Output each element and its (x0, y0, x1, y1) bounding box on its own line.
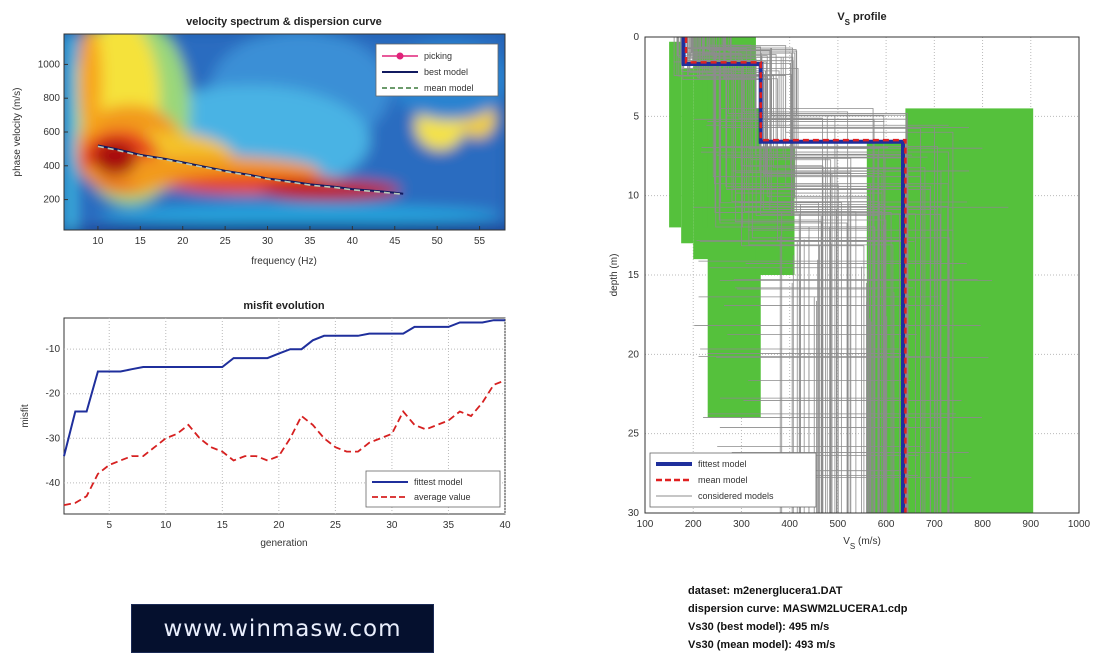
velocity-bounds-area (669, 37, 1034, 513)
spectrum-x-axis-label: frequency (Hz) (251, 256, 317, 267)
info-dataset: dataset: m2energlucera1.DAT (688, 585, 843, 597)
velocity-spectrum-chart: velocity spectrum & dispersion curve (12, 16, 506, 267)
spectrum-title: velocity spectrum & dispersion curve (186, 16, 382, 28)
vs-y-tick-label: 30 (628, 508, 640, 519)
misfit-y-tick-label: -40 (46, 478, 61, 489)
misfit-evolution-chart: misfit evolution 5 10 15 20 25 30 35 40 -10 -20 -3… (20, 300, 511, 549)
logo-text: www.winmasw.com (163, 615, 402, 642)
mean-model-curve (97, 145, 404, 196)
vs-title: VS profile (837, 11, 886, 27)
bound-band (905, 108, 1034, 513)
spectrum-y-tick-label: 600 (43, 127, 60, 138)
legend-mean-model: mean model (424, 83, 474, 93)
spectrum-x-tick-label: 50 (432, 236, 444, 247)
vs-y-tick-label: 15 (628, 270, 640, 281)
bound-band (669, 41, 682, 228)
misfit-x-tick-label: 30 (386, 520, 398, 531)
vs-y-tick-label: 0 (633, 32, 639, 43)
spectrum-x-tick-label: 20 (177, 236, 189, 247)
vs-x-tick-label: 900 (1022, 519, 1039, 530)
misfit-y-tick-label: -30 (46, 433, 61, 444)
legend-vs-considered: considered models (698, 491, 774, 501)
misfit-y-tick-label: -20 (46, 389, 61, 400)
misfit-x-tick-label: 15 (217, 520, 229, 531)
info-vs30-best: Vs30 (best model): 495 m/s (688, 621, 830, 633)
spectrum-y-tick-label: 1000 (38, 59, 61, 70)
average-value-line (63, 379, 506, 506)
spectrum-x-tick-label: 15 (135, 236, 147, 247)
misfit-x-tick-label: 10 (160, 520, 172, 531)
misfit-x-axis-label: generation (260, 538, 307, 549)
misfit-x-tick-label: 35 (443, 520, 455, 531)
spectrum-legend: picking best model mean model (375, 43, 499, 97)
vs-y-tick-label: 25 (628, 429, 640, 440)
misfit-x-tick-label: 5 (106, 520, 112, 531)
winmasw-logo: www.winmasw.com (131, 604, 434, 653)
spectrum-x-tick-label: 55 (474, 236, 486, 247)
spectrum-x-tick-label: 25 (220, 236, 232, 247)
considered-models-lines (673, 37, 1009, 513)
spectrum-x-tick-label: 30 (262, 236, 274, 247)
bound-band (681, 68, 694, 244)
spectrum-y-tick-label: 800 (43, 93, 60, 104)
misfit-x-tick-label: 25 (330, 520, 342, 531)
bound-band (702, 68, 708, 228)
legend-vs-mean: mean model (698, 475, 748, 485)
spectrum-x-tick-label: 10 (92, 236, 104, 247)
vs-y-tick-label: 10 (628, 191, 640, 202)
legend-average-value: average value (414, 492, 471, 502)
info-dispersion-curve: dispersion curve: MASWM2LUCERA1.cdp (688, 603, 908, 615)
misfit-x-tick-label: 40 (499, 520, 511, 531)
vs-x-axis-label: VS (m/s) (843, 536, 881, 551)
misfit-y-axis-label: misfit (20, 404, 31, 428)
info-vs30-mean: Vs30 (mean model): 493 m/s (688, 639, 836, 651)
vs-x-tick-label: 600 (878, 519, 895, 530)
vs-y-tick-label: 5 (633, 111, 639, 122)
spectrum-y-tick-label: 200 (43, 195, 60, 206)
legend-best-model: best model (424, 67, 468, 77)
vs-x-tick-label: 800 (974, 519, 991, 530)
dataset-info: dataset: m2energlucera1.DAT dispersion c… (688, 582, 907, 654)
vs-x-tick-label: 200 (685, 519, 702, 530)
misfit-x-tick-label: 20 (273, 520, 285, 531)
legend-vs-fittest: fittest model (698, 459, 747, 469)
vs-x-tick-label: 500 (830, 519, 847, 530)
spectrum-y-axis-label: phase velocity (m/s) (12, 88, 23, 177)
spectrum-x-tick-label: 45 (389, 236, 401, 247)
spectrum-x-tick-label: 40 (347, 236, 359, 247)
spectrum-y-tick-label: 400 (43, 161, 60, 172)
misfit-y-tick-label: -10 (46, 344, 61, 355)
misfit-title: misfit evolution (243, 300, 325, 312)
legend-fittest-model: fittest model (414, 477, 463, 487)
considered-model-line (673, 37, 1009, 513)
vs-profile-chart: VS profile 100 200 300 400 500 600 700 800 900 10… (609, 11, 1091, 551)
vs-x-tick-label: 1000 (1068, 519, 1091, 530)
vs-x-tick-label: 300 (733, 519, 750, 530)
mean-model-profile (684, 37, 907, 513)
misfit-legend: fittest model average value (365, 470, 501, 508)
vs-legend: fittest model mean model considered mode… (649, 452, 817, 508)
vs-x-tick-label: 700 (926, 519, 943, 530)
vs-x-tick-label: 400 (781, 519, 798, 530)
spectrum-x-tick-label: 35 (304, 236, 316, 247)
vs-y-axis-label: depth (m) (609, 254, 620, 297)
legend-picking: picking (424, 51, 452, 61)
fittest-model-line (63, 319, 505, 457)
vs-y-tick-label: 20 (628, 349, 640, 360)
vs-x-tick-label: 100 (637, 519, 654, 530)
